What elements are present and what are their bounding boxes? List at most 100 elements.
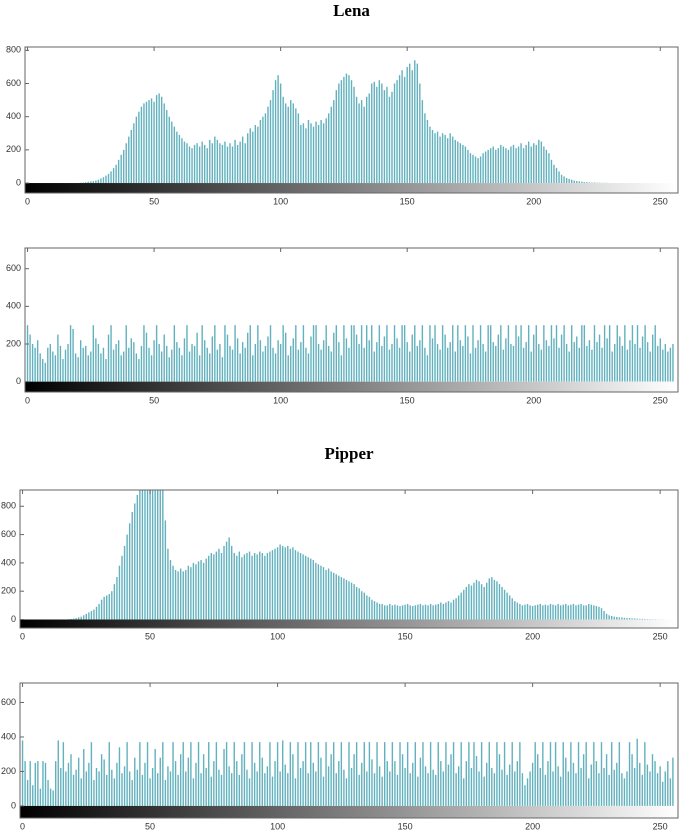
bar bbox=[226, 146, 229, 184]
bar bbox=[431, 338, 434, 382]
bar bbox=[406, 342, 408, 382]
bar bbox=[92, 181, 95, 184]
bar bbox=[480, 742, 483, 806]
bar bbox=[121, 555, 123, 620]
bar bbox=[371, 759, 373, 806]
bar bbox=[384, 605, 386, 620]
bar bbox=[67, 344, 69, 382]
bar bbox=[228, 537, 230, 620]
bar bbox=[264, 773, 266, 806]
bar bbox=[269, 551, 271, 620]
bar bbox=[478, 581, 480, 620]
bar bbox=[216, 349, 219, 382]
bar bbox=[241, 136, 244, 184]
bar bbox=[498, 584, 501, 620]
bar bbox=[598, 773, 600, 806]
bar bbox=[502, 349, 505, 382]
bar bbox=[493, 773, 496, 806]
bar bbox=[125, 143, 127, 184]
bar bbox=[437, 603, 439, 620]
bar bbox=[208, 742, 210, 806]
bar bbox=[558, 347, 560, 382]
bar bbox=[241, 342, 244, 382]
bar bbox=[447, 764, 450, 806]
bar bbox=[239, 141, 241, 184]
bar bbox=[669, 778, 672, 806]
x-tick-label: 200 bbox=[526, 196, 541, 206]
bar bbox=[454, 351, 456, 382]
bar bbox=[470, 768, 473, 806]
bar bbox=[500, 325, 502, 382]
bar bbox=[236, 144, 239, 184]
bar bbox=[159, 490, 161, 620]
bar bbox=[325, 325, 327, 382]
bar bbox=[77, 757, 80, 806]
bar bbox=[517, 336, 520, 382]
bar bbox=[477, 340, 479, 382]
bar bbox=[460, 742, 462, 806]
bar bbox=[610, 742, 613, 806]
bar bbox=[376, 86, 378, 184]
bar bbox=[69, 325, 72, 382]
bar bbox=[126, 742, 128, 806]
bar bbox=[378, 325, 381, 382]
bar bbox=[582, 605, 585, 620]
bar bbox=[631, 618, 633, 620]
bar bbox=[365, 96, 368, 184]
bar bbox=[605, 613, 608, 620]
bar bbox=[582, 754, 585, 806]
bar bbox=[537, 604, 539, 620]
bar bbox=[633, 768, 636, 806]
bar bbox=[75, 618, 77, 620]
bar bbox=[570, 325, 573, 382]
bar bbox=[113, 584, 116, 620]
bar bbox=[219, 344, 221, 382]
bar bbox=[414, 60, 416, 184]
bar bbox=[613, 616, 615, 620]
bar bbox=[595, 761, 598, 806]
bar bbox=[611, 351, 613, 382]
bar bbox=[473, 742, 475, 806]
bar bbox=[236, 555, 238, 620]
bar bbox=[388, 96, 391, 184]
bar bbox=[381, 83, 383, 184]
bar bbox=[601, 347, 603, 382]
bar bbox=[284, 764, 286, 806]
bar bbox=[350, 325, 353, 382]
bar bbox=[417, 776, 419, 806]
bar bbox=[495, 149, 497, 184]
bar bbox=[475, 755, 478, 806]
bar bbox=[31, 344, 34, 382]
bar bbox=[338, 83, 340, 184]
x-tick-label: 150 bbox=[400, 196, 415, 206]
bar bbox=[560, 334, 563, 382]
bar bbox=[176, 342, 178, 382]
bar bbox=[391, 91, 393, 184]
bar bbox=[412, 762, 414, 806]
bar bbox=[277, 75, 279, 184]
bar bbox=[457, 141, 459, 184]
bar bbox=[307, 353, 310, 382]
bar bbox=[619, 336, 621, 382]
bar bbox=[95, 768, 98, 806]
bar bbox=[90, 611, 93, 620]
bar bbox=[618, 617, 621, 620]
bar bbox=[355, 96, 358, 184]
bar bbox=[474, 156, 477, 184]
bar bbox=[244, 143, 246, 184]
bar bbox=[151, 490, 154, 620]
bar bbox=[236, 761, 238, 806]
bar bbox=[644, 325, 646, 382]
bar bbox=[424, 347, 426, 382]
bar bbox=[229, 143, 231, 184]
bar bbox=[100, 599, 103, 620]
bar bbox=[621, 617, 623, 620]
bar bbox=[93, 609, 95, 620]
bar bbox=[649, 771, 651, 806]
bar bbox=[248, 778, 251, 806]
bar bbox=[662, 349, 664, 382]
bar bbox=[454, 139, 456, 184]
bar bbox=[107, 173, 110, 184]
bar bbox=[145, 101, 148, 184]
